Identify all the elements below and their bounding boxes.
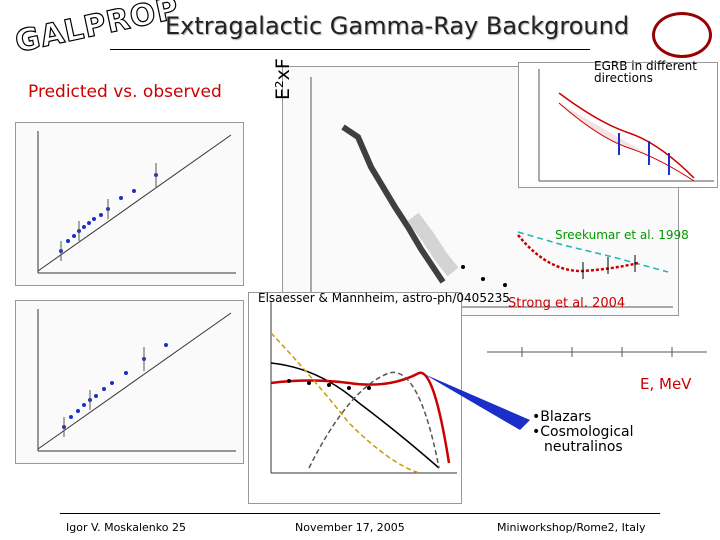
sreekumar-label: Sreekumar et al. 1998: [555, 228, 689, 242]
university-seal-icon: [652, 12, 712, 58]
slide-title: Extragalactic Gamma-Ray Background: [165, 12, 630, 40]
y-axis-label: E²xF: [272, 58, 294, 100]
dark-matter-plot: [248, 292, 462, 504]
footer-event: Miniworkshop/Rome2, Italy: [497, 521, 646, 534]
pointer-arrow-icon: [424, 374, 530, 430]
footer-author: Igor V. Moskalenko 25: [66, 521, 186, 534]
egrb-directions-note: EGRB in different directions: [594, 59, 697, 85]
strong-spectrum-axis: [482, 322, 714, 382]
galprop-logo: GALPROP: [12, 0, 183, 61]
footer-date: November 17, 2005: [295, 521, 405, 534]
bullet-list: •Blazars •Cosmological neutralinos: [532, 410, 634, 455]
egrb-directions-inset: [518, 62, 718, 188]
bullet-item: neutralinos: [544, 439, 623, 455]
strong-label: Strong et al. 2004: [508, 296, 626, 311]
predicted-vs-observed-plot-top: [15, 122, 244, 286]
title-underline: [110, 49, 590, 50]
footer-rule: [60, 513, 660, 514]
elsaesser-label: Elsaesser & Mannheim, astro-ph/0405235: [258, 291, 510, 305]
predicted-vs-observed-heading: Predicted vs. observed: [28, 82, 222, 102]
predicted-vs-observed-plot-bottom: [15, 300, 244, 464]
bullet-item: •Cosmological: [532, 424, 634, 440]
energy-unit-label: E, MeV: [640, 375, 692, 393]
bullet-item: •Blazars: [532, 409, 592, 425]
